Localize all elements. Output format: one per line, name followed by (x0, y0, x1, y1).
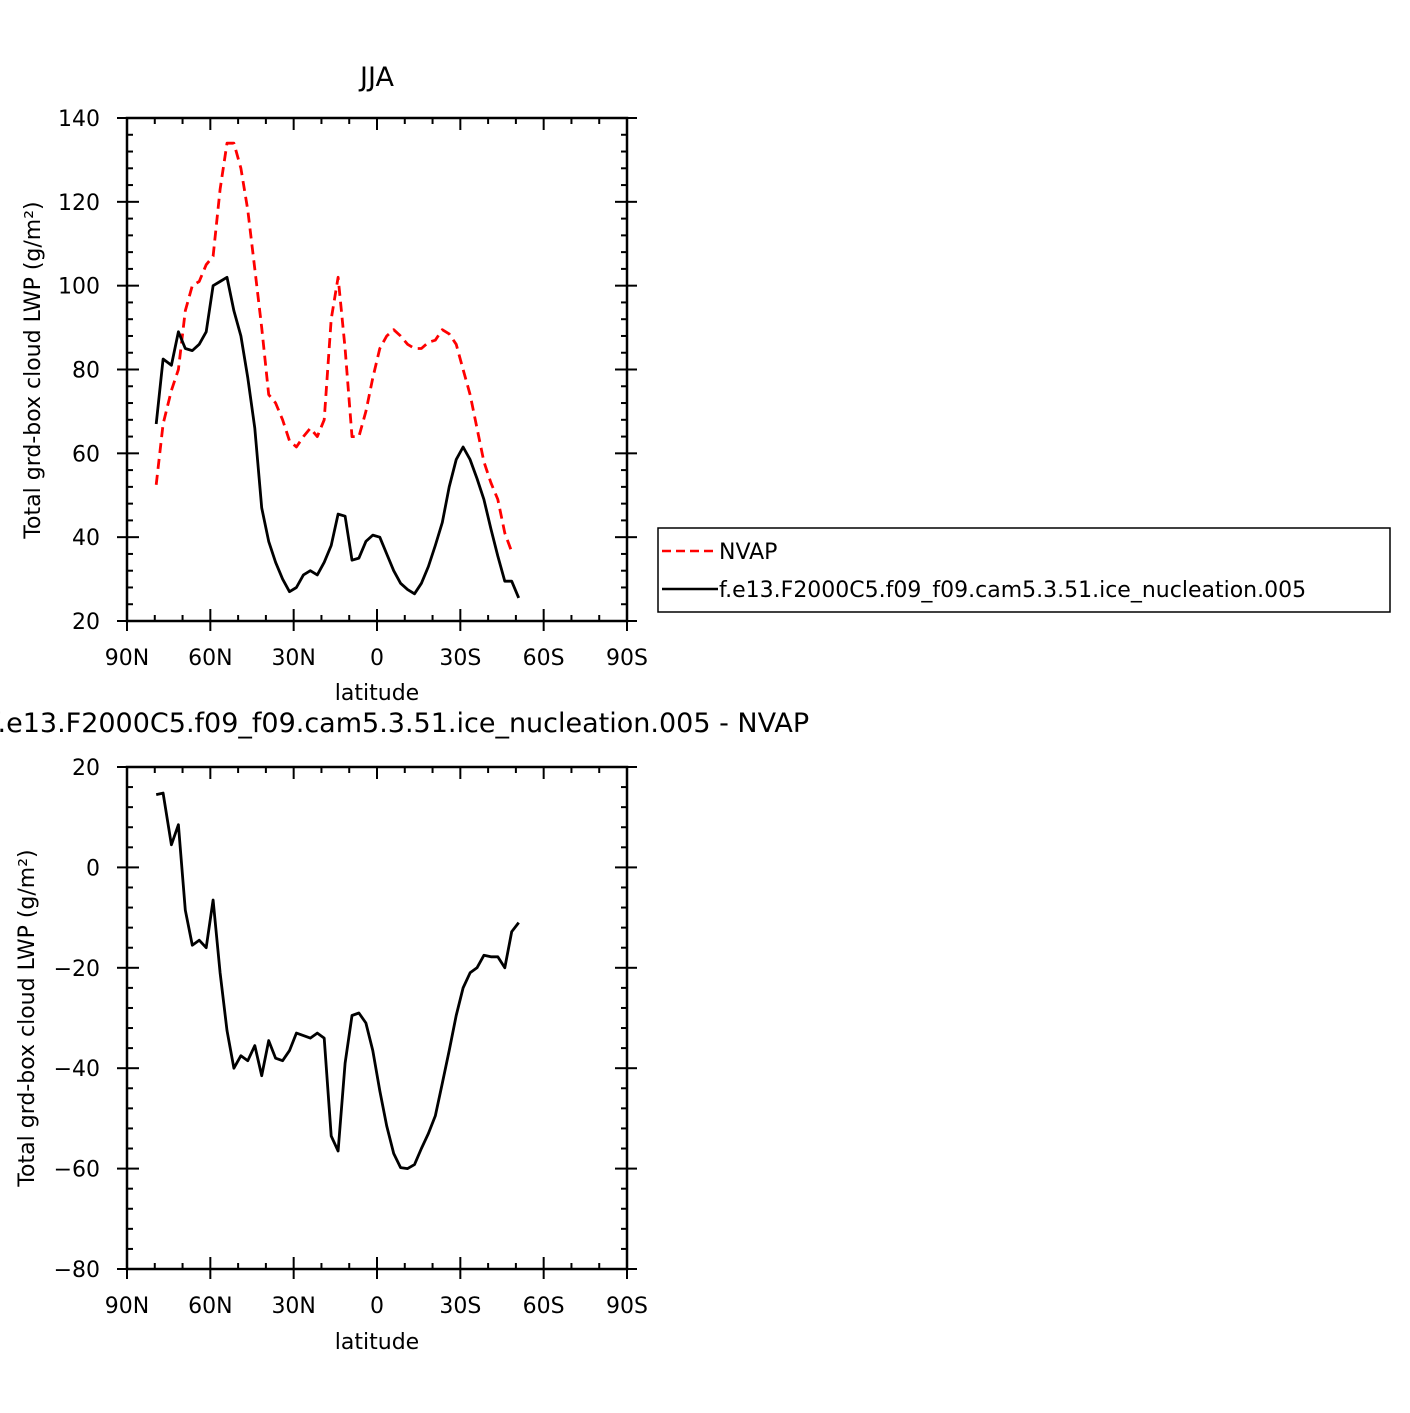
bottom-plot-frame (125, 765, 629, 1271)
top-y-tick-label: 100 (58, 275, 100, 300)
top-y-tick-label: 140 (58, 107, 100, 132)
top-y-axis-label: Total grd-box cloud LWP (g/m²) (21, 201, 46, 539)
bottom-x-tick-label: 30N (271, 1294, 315, 1319)
top-y-tick-label: 80 (72, 359, 100, 384)
top-x-tick-label: 0 (370, 646, 384, 671)
top-chart-title: JJA (358, 62, 394, 93)
top-x-axis-label: latitude (335, 681, 419, 706)
bottom-series-line-0 (155, 791, 520, 1170)
top-plot-frame (125, 116, 629, 623)
top-y-tick-label: 120 (58, 191, 100, 216)
top-x-tick-label: 30S (439, 646, 481, 671)
top-x-tick-label: 30N (271, 646, 315, 671)
bottom-x-tick-label: 30S (439, 1294, 481, 1319)
bottom-x-axis-label: latitude (335, 1330, 419, 1355)
top-x-tick-label: 90S (606, 646, 648, 671)
top-axis-ticks: 90N 60N 30N 0 30S 60S 90S 20 40 60 80 100 120 140 (58, 107, 648, 671)
top-x-tick-label: 60N (188, 646, 232, 671)
legend-box (657, 527, 1391, 613)
bottom-chart-title: f.e13.F2000C5.f09_f09.cam5.3.51.ice_nucl… (0, 708, 809, 739)
bottom-x-tick-label: 90S (606, 1294, 648, 1319)
bottom-axis-ticks: 90N 60N 30N 0 30S 60S 90S −80 −60 −40 −20 0 20 (54, 756, 648, 1319)
top-panel: JJA Total grd-box cloud LWP (g/m²) latit… (21, 62, 648, 706)
bottom-series-lines (155, 791, 520, 1170)
top-y-tick-label: 40 (72, 526, 100, 551)
top-x-tick-label: 60S (523, 646, 565, 671)
legend-label-nvap: NVAP (719, 540, 777, 565)
legend-label-model: f.e13.F2000C5.f09_f09.cam5.3.51.ice_nucl… (719, 578, 1306, 603)
top-series-line-0 (154, 141, 514, 553)
bottom-x-tick-label: 60S (523, 1294, 565, 1319)
bottom-y-tick-label: −40 (54, 1057, 100, 1082)
bottom-x-tick-label: 0 (370, 1294, 384, 1319)
top-series-lines (154, 141, 520, 599)
top-y-tick-label: 20 (72, 610, 100, 635)
bottom-y-tick-label: 20 (72, 756, 100, 781)
bottom-y-tick-label: −80 (54, 1258, 100, 1283)
bottom-panel: f.e13.F2000C5.f09_f09.cam5.3.51.ice_nucl… (0, 708, 809, 1355)
bottom-y-axis-label: Total grd-box cloud LWP (g/m²) (15, 849, 40, 1187)
legend: NVAP f.e13.F2000C5.f09_f09.cam5.3.51.ice… (657, 527, 1391, 613)
bottom-y-tick-label: −60 (54, 1158, 100, 1183)
bottom-y-tick-label: −20 (54, 957, 100, 982)
top-x-tick-label: 90N (105, 646, 149, 671)
top-series-line-1 (154, 275, 520, 599)
top-y-tick-label: 60 (72, 442, 100, 467)
bottom-y-tick-label: 0 (86, 856, 100, 881)
bottom-x-tick-label: 90N (105, 1294, 149, 1319)
bottom-x-tick-label: 60N (188, 1294, 232, 1319)
